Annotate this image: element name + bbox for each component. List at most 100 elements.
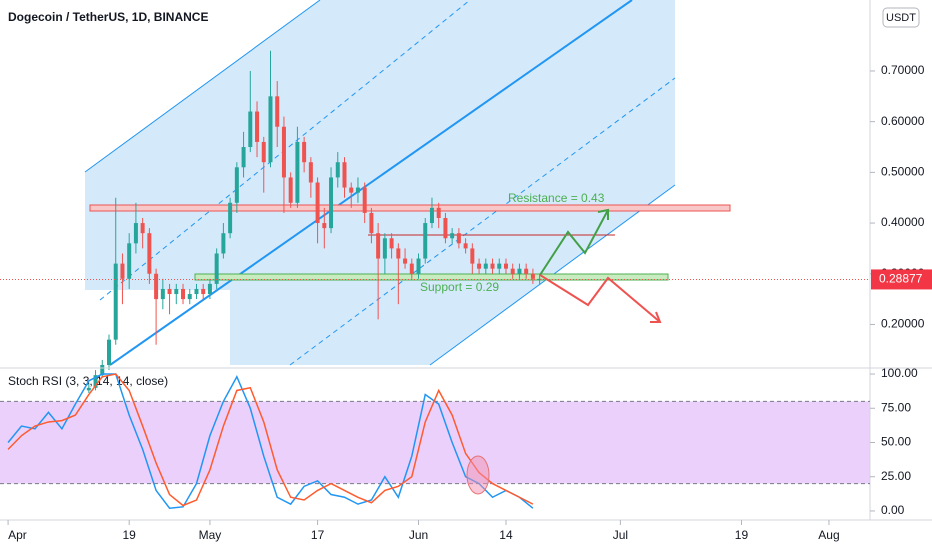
title-bg [0,6,232,30]
candle-body [181,288,186,300]
highlight [466,455,490,495]
candle-body [234,167,239,203]
candle-body [477,263,482,269]
candle-body [147,233,152,274]
y-tick-label: 100.00 [881,366,918,380]
bear-arrow [539,274,661,323]
candle-body [530,273,535,279]
candle-body [295,141,300,203]
candle-body [315,182,320,224]
candle-body [342,162,347,188]
candle-body [120,263,125,279]
candle-body [275,96,280,127]
x-tick-label: 19 [735,528,749,542]
support-label: Support = 0.29 [420,280,499,294]
candle-body [389,238,394,249]
candle-body [470,248,475,264]
candle-body [187,294,192,300]
x-tick-label: 14 [499,528,513,542]
candle-body [456,233,461,244]
x-tick-label: Apr [8,528,27,542]
x-tick-label: May [199,528,222,542]
candle-body [140,223,145,234]
candle-body [497,263,502,269]
candle-body [261,141,266,163]
x-tick-label: Aug [818,528,839,542]
candle-body [524,268,529,274]
candle-body [133,223,138,244]
candle-body [268,96,273,163]
candle-body [194,288,199,295]
candle-body [382,238,387,259]
candle-body [355,187,360,193]
x-tick-label: Jun [409,528,428,542]
y-tick-label: 0.50000 [881,165,925,179]
candle-body [503,263,508,269]
y-tick-label: 0.20000 [881,317,925,331]
x-tick-label: Jul [613,528,628,542]
candle-body [167,288,172,295]
y-tick-label: 50.00 [881,435,911,449]
candle-body [436,207,441,218]
arrow-head [650,311,662,323]
candle-body [255,111,260,142]
stoch-line [7,373,534,510]
candle-body [248,111,253,148]
candle-body [369,212,374,234]
candle-body [443,217,448,239]
candle-body [86,387,91,391]
candle-body [429,207,434,224]
y-tick-label: 25.00 [881,469,911,483]
candle-body [100,365,105,376]
candle-body [537,278,542,280]
x-tick-label: 19 [123,528,137,542]
candle-body [93,375,98,388]
candle-body [349,187,354,193]
candle-body [403,258,408,264]
candle-body [510,268,515,274]
candle-body [322,223,327,229]
candle-body [329,177,334,229]
candle-body [463,243,468,249]
band-fill [0,401,870,484]
y-tick-label: 0.60000 [881,114,925,128]
chart-title: Dogecoin / TetherUS, 1D, BINANCE [8,10,208,24]
stoch-line [7,373,534,507]
candle-body [214,253,219,284]
candle-body [154,273,159,300]
candle-body [281,126,286,178]
channel-upper [84,0,321,173]
candle-body [416,258,421,274]
candle-body [396,248,401,259]
candle-body [201,288,206,295]
candle-body [221,233,226,254]
candle-body [288,177,293,203]
y-tick-label: 0.40000 [881,215,925,229]
candle-body [450,233,455,239]
channel-fill [85,0,675,365]
currency-button[interactable] [882,7,920,28]
candle-body [490,263,495,269]
last-price-label: 0.28877 [879,272,923,286]
candle-body [113,263,118,340]
candle-body [160,288,165,300]
candle-body [483,263,488,269]
currency-label[interactable]: USDT [886,12,916,24]
resistance-label: Resistance = 0.43 [508,191,605,205]
channel-dashed [289,77,676,366]
y-tick-label: 75.00 [881,400,911,414]
candle-body [302,141,307,163]
candle-body [308,162,313,183]
candle-body [362,187,367,213]
candle-body [335,162,340,178]
drawings [84,0,731,366]
candle-body [423,223,428,259]
resistance-zone [89,204,731,212]
candle-body [107,339,112,365]
x-tick-label: 17 [311,528,325,542]
candle-body [409,263,414,274]
arrow-head [597,208,609,220]
candle-body [228,202,233,234]
channel-middle [109,0,633,366]
support-zone [194,273,669,281]
